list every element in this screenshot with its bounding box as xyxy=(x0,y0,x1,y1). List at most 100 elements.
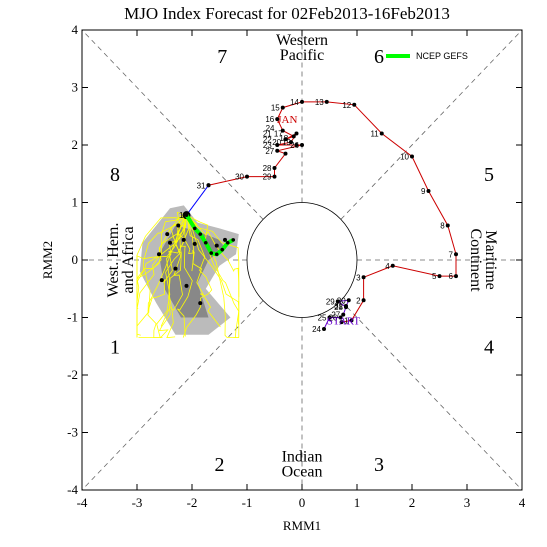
observed-dec-point xyxy=(346,298,351,303)
ensemble-mean-point xyxy=(203,240,208,245)
point-day-label: 24 xyxy=(266,124,275,133)
y-tick-label: -4 xyxy=(67,482,78,497)
observed-jan-point xyxy=(283,137,288,142)
point-day-label: 11 xyxy=(370,130,379,139)
observed-jan-point xyxy=(283,151,288,156)
y-tick-label: 3 xyxy=(72,80,79,95)
unit-circle xyxy=(246,202,358,318)
point-day-label: 26 xyxy=(329,314,338,323)
chart-title: MJO Index Forecast for 02Feb2013-16Feb20… xyxy=(124,4,450,23)
observed-jan-point xyxy=(437,274,442,279)
ensemble-track-point xyxy=(176,223,181,228)
region-label-line: Western xyxy=(276,32,328,49)
phase-boundary-diagonal xyxy=(81,300,264,491)
y-tick-label: 2 xyxy=(72,137,79,152)
y-axis-label: RMM2 xyxy=(40,241,55,279)
observed-dec-point xyxy=(327,315,332,320)
y-tick-label: -1 xyxy=(67,310,78,325)
point-day-label: 14 xyxy=(290,98,299,107)
x-tick-label: 1 xyxy=(354,495,361,510)
phase-number-label: 1 xyxy=(110,336,120,358)
x-tick-label: 2 xyxy=(409,495,416,510)
point-day-label: 19 xyxy=(282,138,291,147)
point-day-label: 26 xyxy=(290,141,299,150)
legend-label: NCEP GEFS xyxy=(416,51,468,61)
ensemble-member-track xyxy=(182,215,213,338)
observed-dec-point xyxy=(335,299,340,304)
ensemble-track-point xyxy=(181,237,186,242)
point-day-label: 30 xyxy=(235,173,244,182)
point-day-label: 12 xyxy=(342,101,351,110)
observed-jan-point xyxy=(245,174,249,179)
observed-jan-point xyxy=(390,263,395,268)
observed-jan-point xyxy=(294,131,299,136)
point-day-label: 27 xyxy=(265,147,274,156)
ensemble-track-point xyxy=(165,232,170,237)
point-day-label: 7 xyxy=(449,250,454,259)
point-day-label: 21 xyxy=(263,130,272,139)
y-tick-label: 1 xyxy=(72,195,79,210)
observed-jan-point xyxy=(361,275,366,280)
observed-jan-point xyxy=(272,174,277,179)
x-tick-label: -3 xyxy=(132,495,143,510)
ensemble-member-track xyxy=(136,214,187,320)
feb-connector-point xyxy=(206,183,211,188)
y-tick-label: 0 xyxy=(72,252,79,267)
region-label-line: Maritime xyxy=(482,230,499,290)
phase-number-label: 6 xyxy=(374,46,384,68)
observed-jan-point xyxy=(289,140,293,145)
point-day-label: 1 xyxy=(179,211,184,220)
x-tick-label: 3 xyxy=(464,495,471,510)
region-label: West. Hem.and Africa xyxy=(105,223,137,298)
x-tick-label: -4 xyxy=(77,495,88,510)
y-tick-label: 4 xyxy=(72,22,79,37)
ensemble-track-point xyxy=(168,240,172,245)
point-day-label: 30 xyxy=(337,296,346,305)
point-day-label: 1 xyxy=(344,316,349,325)
ensemble-member-track xyxy=(136,215,187,336)
point-day-label: 10 xyxy=(400,153,409,162)
point-day-label: 6 xyxy=(449,272,454,281)
ensemble-mean-point xyxy=(225,240,230,245)
point-day-label: 23 xyxy=(263,141,272,150)
ensemble-mean-point xyxy=(184,213,189,217)
point-day-label: 2 xyxy=(356,296,361,305)
observed-jan-point xyxy=(294,143,299,147)
point-day-label: 27 xyxy=(331,311,340,320)
point-day-label: 28 xyxy=(263,164,272,173)
ensemble-track-point xyxy=(159,278,164,283)
point-day-label: 5 xyxy=(432,272,437,281)
ensemble-member-track xyxy=(138,214,187,339)
ensemble-mean-point xyxy=(214,252,219,257)
point-day-label: 17 xyxy=(274,130,283,139)
observed-jan-point xyxy=(275,148,280,153)
phase-boundary-diagonal xyxy=(81,29,264,220)
observed-jan-point xyxy=(280,105,285,110)
ensemble-track-point xyxy=(223,237,227,242)
phase-number-label: 2 xyxy=(215,454,225,476)
point-day-label: 29 xyxy=(326,297,335,306)
observed-jan-point xyxy=(454,252,458,257)
ensemble-track-point xyxy=(192,241,197,246)
ensemble-track-point xyxy=(157,252,161,257)
region-label-line: and Africa xyxy=(120,226,137,293)
observed-jan-point xyxy=(352,102,357,107)
observed-jan-point xyxy=(275,143,280,147)
observed-dec-point xyxy=(344,304,348,308)
phase-number-label: 4 xyxy=(484,336,494,358)
observed-jan-point xyxy=(339,320,344,325)
x-tick-label: 0 xyxy=(299,495,306,510)
point-day-label: 22 xyxy=(263,135,272,144)
phase-boundary-diagonal xyxy=(340,29,523,220)
phase-number-label: 5 xyxy=(484,164,494,186)
x-tick-label: -2 xyxy=(187,495,198,510)
x-tick-label: 4 xyxy=(519,495,526,510)
observed-jan-point xyxy=(349,318,354,323)
ensemble-track-point xyxy=(173,266,178,271)
observed-jan-point xyxy=(291,134,296,139)
point-day-label: 18 xyxy=(279,134,288,143)
